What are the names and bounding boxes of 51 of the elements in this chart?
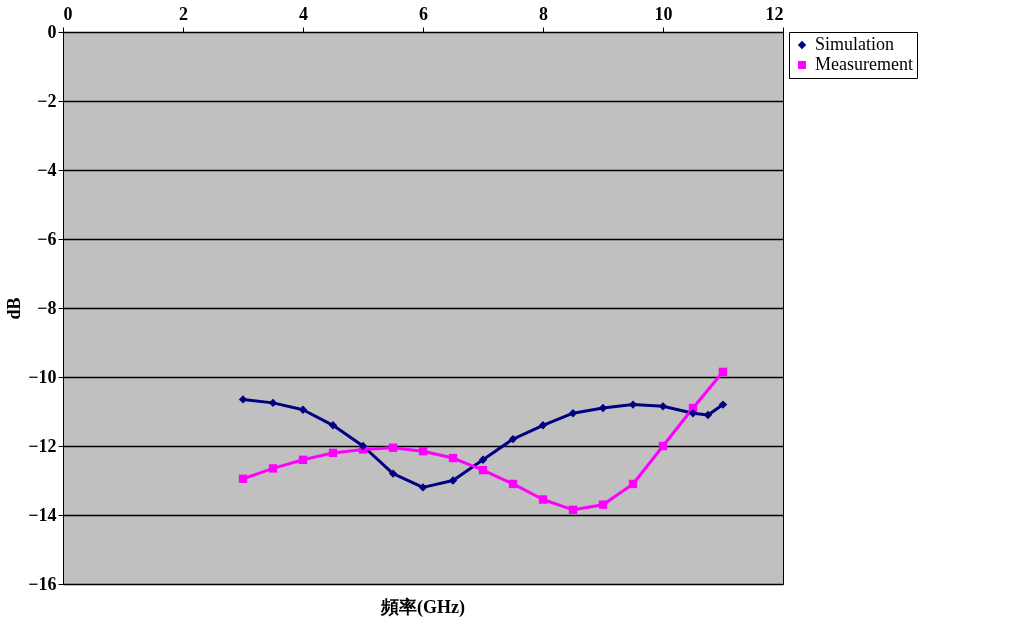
x-tick-label: 4 bbox=[299, 3, 308, 24]
point bbox=[598, 500, 608, 509]
point bbox=[628, 479, 638, 489]
point bbox=[298, 455, 308, 464]
point bbox=[508, 434, 518, 444]
point bbox=[448, 476, 458, 485]
y-tick-label: −16 bbox=[28, 573, 57, 594]
point bbox=[688, 409, 698, 418]
legend-label: Simulation bbox=[815, 34, 895, 54]
legend-label: Measurement bbox=[815, 54, 913, 74]
point bbox=[538, 495, 548, 504]
point bbox=[328, 421, 338, 430]
point bbox=[658, 402, 668, 411]
point bbox=[658, 441, 668, 451]
point bbox=[718, 400, 728, 409]
x-tick-label: 6 bbox=[419, 3, 428, 24]
x-axis-title: 頻率(GHz) bbox=[380, 597, 465, 618]
x-tick-label: 12 bbox=[765, 3, 784, 24]
point bbox=[568, 505, 578, 515]
y-tick-label: 0 bbox=[47, 21, 57, 42]
point bbox=[268, 398, 278, 408]
point bbox=[478, 465, 488, 475]
point bbox=[358, 441, 368, 451]
y-tick-label: −4 bbox=[37, 159, 57, 180]
y-tick-label: −10 bbox=[28, 366, 57, 387]
point bbox=[568, 409, 578, 418]
x-tick-label: 2 bbox=[179, 3, 188, 24]
x-tick-label: 0 bbox=[63, 3, 73, 24]
point bbox=[478, 455, 488, 464]
point bbox=[718, 367, 728, 377]
point bbox=[388, 443, 398, 452]
point bbox=[418, 483, 428, 492]
point bbox=[508, 479, 518, 489]
y-tick-label: −12 bbox=[28, 435, 57, 456]
point bbox=[238, 395, 248, 404]
y-tick-label: −8 bbox=[37, 297, 57, 318]
point bbox=[628, 400, 638, 409]
point bbox=[328, 448, 338, 458]
x-tick-label: 8 bbox=[539, 3, 548, 24]
point bbox=[298, 405, 308, 414]
point bbox=[238, 474, 248, 483]
point bbox=[268, 464, 278, 473]
point bbox=[388, 469, 398, 478]
point bbox=[448, 453, 458, 463]
y-tick-label: −2 bbox=[37, 90, 57, 111]
y-tick-label: −14 bbox=[28, 504, 57, 525]
y-tick-label: −6 bbox=[37, 228, 57, 249]
x-tick-label: 10 bbox=[654, 3, 673, 24]
point bbox=[418, 446, 428, 456]
point bbox=[538, 421, 548, 430]
y-axis-title: dB bbox=[4, 297, 25, 320]
